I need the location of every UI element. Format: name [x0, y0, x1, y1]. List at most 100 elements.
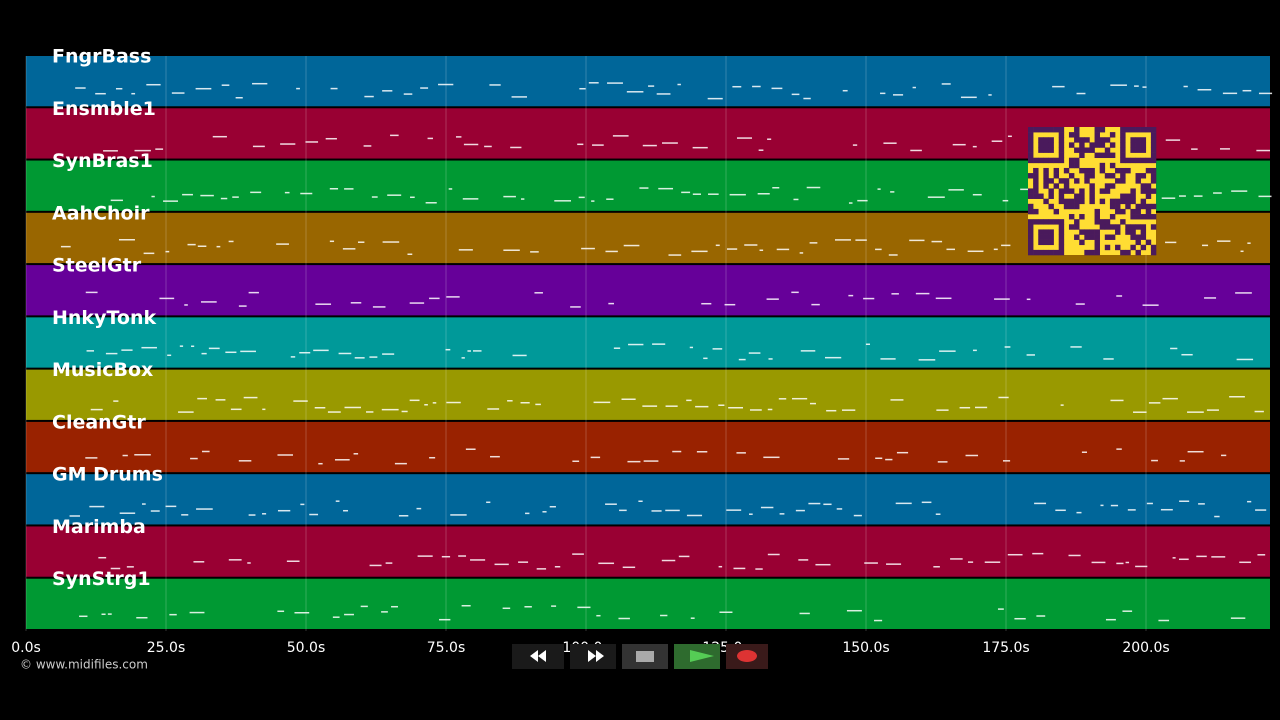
qr-module: [1140, 173, 1147, 179]
note: [235, 96, 243, 99]
qr-module: [1135, 178, 1141, 184]
note: [598, 562, 615, 565]
note: [757, 193, 770, 195]
qr-module: [1074, 203, 1080, 210]
note: [1236, 358, 1254, 361]
note: [921, 501, 932, 504]
qr-module: [1135, 239, 1141, 246]
note: [334, 459, 350, 461]
note: [512, 354, 527, 357]
note: [991, 140, 1003, 142]
qr-module: [1058, 193, 1065, 199]
note: [220, 197, 228, 200]
note: [179, 345, 184, 347]
stop-icon: [636, 651, 654, 662]
note: [238, 460, 252, 462]
note: [1007, 135, 1012, 138]
note: [1100, 504, 1104, 507]
note: [445, 348, 451, 351]
note: [344, 613, 354, 616]
qr-module: [1068, 214, 1075, 220]
note: [800, 350, 816, 352]
note: [808, 502, 821, 505]
qr-module: [1068, 198, 1075, 205]
track-name: GM Drums: [52, 464, 163, 486]
note: [484, 145, 492, 148]
note: [187, 243, 196, 246]
note: [150, 510, 160, 512]
note: [736, 137, 753, 139]
qr-module: [1104, 219, 1111, 225]
note: [686, 514, 703, 517]
note: [799, 612, 810, 615]
note: [749, 409, 762, 411]
qr-module: [1120, 249, 1126, 256]
note: [896, 451, 909, 454]
qr-module: [1104, 147, 1111, 153]
note: [648, 85, 655, 87]
note: [1257, 554, 1266, 556]
qr-module: [1130, 234, 1136, 240]
qr-module: [1125, 127, 1131, 133]
qr-module: [1053, 249, 1060, 256]
qr-module: [1033, 173, 1039, 179]
qr-module: [1120, 219, 1126, 225]
qr-module: [1145, 167, 1152, 174]
qr-module: [1084, 234, 1090, 240]
note: [1196, 555, 1207, 558]
note: [465, 448, 476, 450]
note: [410, 196, 415, 199]
note: [252, 82, 268, 85]
qr-module: [1043, 127, 1049, 133]
note: [551, 605, 557, 607]
qr-module: [1084, 229, 1090, 235]
qr-module: [1079, 229, 1085, 235]
note: [579, 87, 586, 90]
note: [1060, 404, 1064, 406]
note: [350, 302, 362, 304]
qr-module: [1094, 229, 1100, 235]
qr-module: [1084, 147, 1090, 153]
note: [344, 406, 361, 409]
note: [171, 92, 185, 94]
note: [113, 400, 119, 402]
note: [728, 406, 744, 409]
note: [608, 302, 615, 305]
qr-module: [1043, 249, 1049, 256]
qr-module: [1125, 167, 1131, 174]
note: [708, 193, 719, 195]
qr-module: [1074, 157, 1080, 164]
note: [875, 248, 882, 251]
note: [689, 346, 694, 349]
note: [503, 195, 516, 198]
track-name: Ensmble1: [52, 98, 156, 120]
note: [69, 515, 80, 517]
note: [937, 461, 948, 463]
note: [276, 243, 289, 245]
note: [458, 555, 467, 557]
qr-module: [1150, 127, 1157, 133]
note: [461, 604, 471, 607]
note: [549, 505, 556, 508]
qr-module: [1120, 127, 1126, 133]
qr-module: [1043, 157, 1049, 164]
note: [768, 358, 773, 360]
note: [196, 508, 213, 510]
time-tick-label: 75.0s: [427, 640, 465, 656]
note: [997, 608, 1004, 610]
note: [1125, 561, 1130, 564]
qr-module: [1038, 127, 1044, 133]
qr-module: [1104, 152, 1111, 159]
note: [656, 93, 671, 95]
qr-module: [1115, 178, 1121, 184]
note: [1162, 397, 1178, 400]
play-icon: [690, 650, 714, 662]
qr-module: [1115, 224, 1121, 230]
note: [313, 349, 329, 352]
note: [401, 410, 408, 413]
qr-module: [1089, 183, 1095, 189]
qr-module: [1140, 147, 1147, 153]
note: [225, 351, 237, 354]
note: [178, 411, 194, 413]
note: [834, 239, 851, 241]
